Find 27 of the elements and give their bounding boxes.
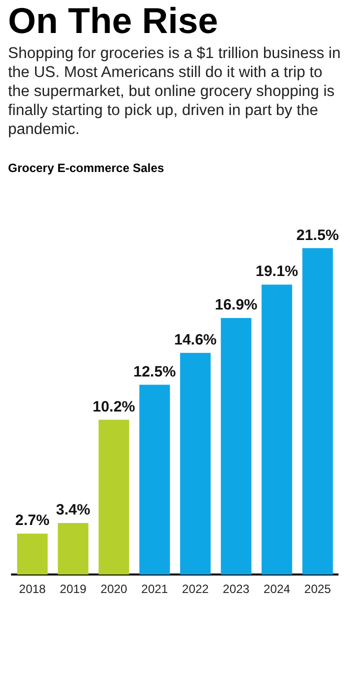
x-tick-label: 2025	[304, 582, 332, 596]
bar	[180, 352, 211, 575]
x-tick-label: 2024	[264, 582, 291, 596]
data-label: 16.9%	[214, 296, 258, 314]
bar	[262, 284, 292, 575]
x-tick-label: 2022	[182, 582, 210, 596]
data-label: 14.6%	[174, 332, 217, 349]
chart-title: On The Rise	[8, 0, 220, 41]
data-label: 3.4%	[56, 502, 90, 519]
bar	[220, 318, 252, 575]
chart-subtitle: Shopping for groceries is a $1 trillion business in the US. Most Americans still do it with a trip to the supermarket, but online grocery shopping is finally starting to pick up, driven in part by the pandemic.	[8, 44, 342, 139]
x-tick-label: 2020	[100, 582, 128, 596]
data-label: 19.1%	[256, 263, 298, 280]
x-tick-label: 2018	[19, 582, 46, 596]
x-tick-label: 2023	[222, 582, 250, 596]
bar	[139, 384, 170, 575]
x-tick-label: 2021	[141, 582, 168, 596]
data-label: 10.2%	[92, 398, 136, 416]
bar	[302, 248, 333, 575]
bar	[17, 534, 48, 575]
data-label: 21.5%	[296, 226, 339, 244]
bar	[58, 522, 88, 575]
data-label: 12.5%	[133, 363, 176, 380]
data-label: 2.7%	[15, 512, 50, 530]
bar	[98, 420, 130, 575]
x-tick-label: 2019	[60, 582, 87, 596]
text: Grocery E-commerce Sales	[8, 161, 166, 175]
